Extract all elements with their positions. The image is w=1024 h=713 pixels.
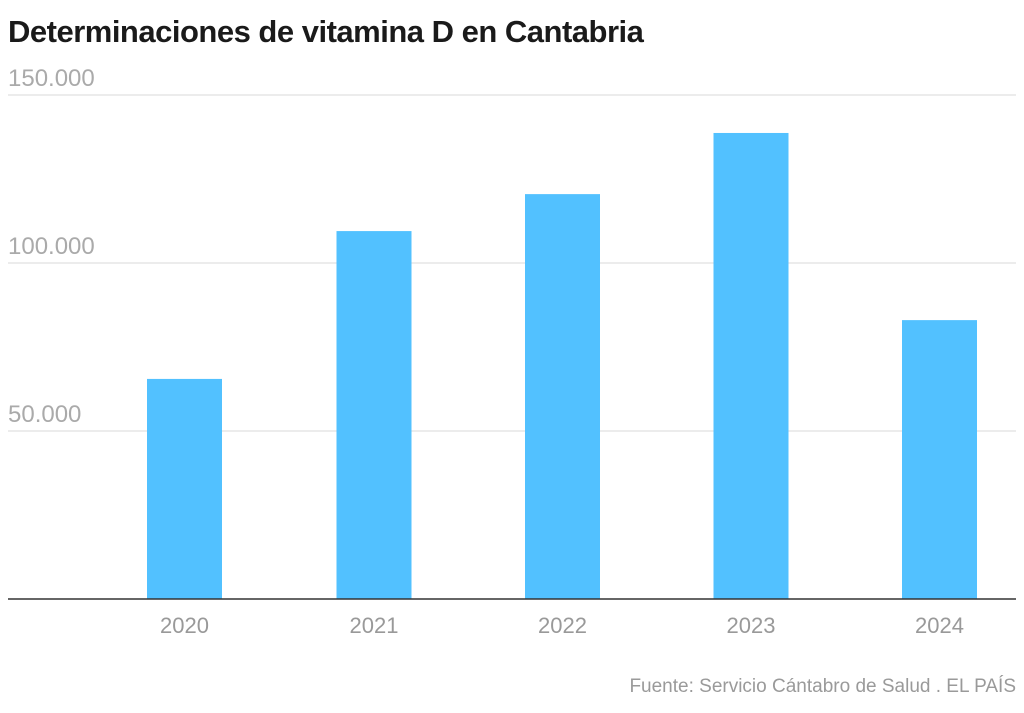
bar-2024: [902, 320, 977, 599]
x-tick-label: 2024: [915, 613, 964, 638]
bar-2020: [147, 378, 222, 599]
x-tick-label: 2023: [727, 613, 776, 638]
bars: [147, 132, 977, 599]
bar-2021: [336, 231, 412, 599]
y-tick-label: 150.000: [8, 65, 95, 92]
y-tick-label: 100.000: [8, 233, 95, 260]
x-tick-label: 2022: [538, 613, 587, 638]
x-tick-labels: 2020 2021 2022 2023 2024: [160, 613, 964, 638]
bar-2022: [525, 194, 600, 599]
bar-2023: [713, 132, 789, 599]
chart-title: Determinaciones de vitamina D en Cantabr…: [8, 14, 644, 49]
source-note: Fuente: Servicio Cántabro de Salud . EL …: [629, 676, 1016, 697]
gridlines: 50.000 100.000 150.000: [8, 65, 1016, 432]
x-tick-label: 2020: [160, 613, 209, 638]
x-tick-label: 2021: [350, 613, 399, 638]
y-tick-label: 50.000: [8, 401, 81, 428]
